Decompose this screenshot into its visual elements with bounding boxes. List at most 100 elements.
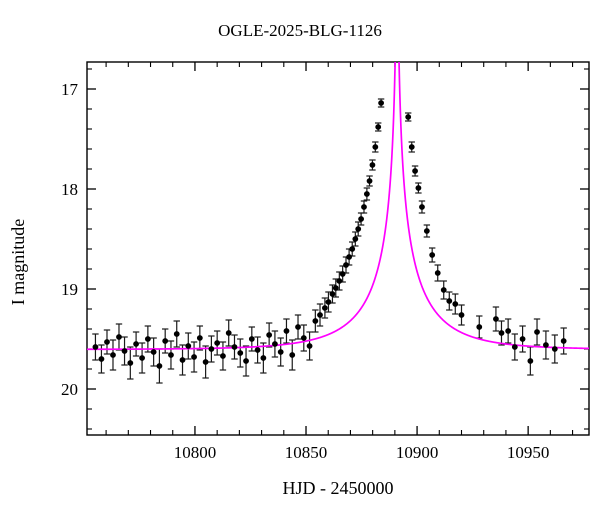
page-title: OGLE-2025-BLG-1126 [218,21,382,40]
data-point [300,335,307,341]
data-point [231,344,238,350]
data-point [423,228,430,234]
x-axis-tick-labels: 10800 10850 10900 10950 [174,443,550,462]
data-point [519,336,526,342]
data-point [306,343,313,349]
data-point [325,299,332,305]
data-point [116,334,122,340]
data-point [98,356,105,362]
data-point [375,124,382,130]
data-point [349,246,356,252]
data-point [440,287,447,293]
data-point [208,346,215,352]
data-point [458,312,465,318]
data-point [429,252,436,258]
data-point [534,329,540,335]
data-point [339,271,346,277]
data-point [378,100,384,106]
data-point [363,191,370,197]
data-point [237,350,244,356]
data-point [277,349,284,355]
plot-frame [86,61,590,436]
data-point [266,332,273,338]
data-point [332,285,339,291]
data-point [127,360,134,366]
data-point [336,278,343,284]
data-point [372,144,379,150]
data-point [476,324,483,330]
data-point [446,298,453,304]
data-point [185,343,192,349]
data-point [173,331,180,337]
data-point [415,185,422,191]
x-tick-label: 10950 [507,443,550,462]
data-point [355,226,362,232]
data-point [248,336,255,342]
data-point [110,352,116,358]
data-point [405,114,412,120]
data-point [434,270,441,276]
data-point [498,330,505,336]
x-tick-label: 10850 [285,443,328,462]
data-point [317,312,323,318]
data-point [202,359,209,365]
x-tick-label: 10800 [174,443,217,462]
data-point [408,144,415,150]
data-point [133,341,139,347]
data-point [139,355,145,361]
y-tick-label: 18 [61,180,78,199]
data-point [369,162,376,168]
y-tick-label: 19 [61,280,78,299]
data-point [295,324,301,330]
data-point [243,358,249,364]
data-point [260,355,267,361]
data-point [560,338,567,344]
data-point [366,178,373,184]
data-point [283,328,290,334]
data-point [121,348,128,354]
data-point [179,357,186,363]
data-point [254,347,261,353]
data-point [358,216,365,222]
data-point [225,330,232,336]
data-points [92,100,567,369]
data-point [343,262,349,268]
data-point [551,346,558,352]
data-point [220,353,226,359]
x-axis-label: HJD - 2450000 [283,478,394,498]
data-point [493,316,499,322]
data-point [452,301,459,307]
data-point [144,336,151,342]
data-point [156,363,163,369]
data-point [419,204,425,210]
data-point [543,342,549,348]
data-point [191,354,197,360]
microlensing-model-curve [87,62,589,351]
y-axis-tick-labels: 17 18 19 20 [61,80,79,399]
y-tick-label: 20 [61,380,78,399]
data-point [361,204,367,210]
data-point [150,349,157,355]
data-point [92,344,99,350]
data-point [412,168,418,174]
data-point [289,352,296,358]
data-point [312,318,319,324]
y-axis-label: I magnitude [8,219,28,305]
x-axis-ticks [105,62,574,435]
x-tick-label: 10900 [396,443,439,462]
data-point [104,339,110,345]
data-point [346,254,353,260]
y-axis-ticks [87,68,589,430]
data-point [527,358,534,364]
data-point [196,335,203,341]
data-point [168,352,174,358]
data-point [352,236,359,242]
data-point [505,328,512,334]
y-tick-label: 17 [61,80,79,99]
data-point [511,344,518,350]
data-point [321,305,328,311]
data-point [329,291,336,297]
data-point [214,340,221,346]
